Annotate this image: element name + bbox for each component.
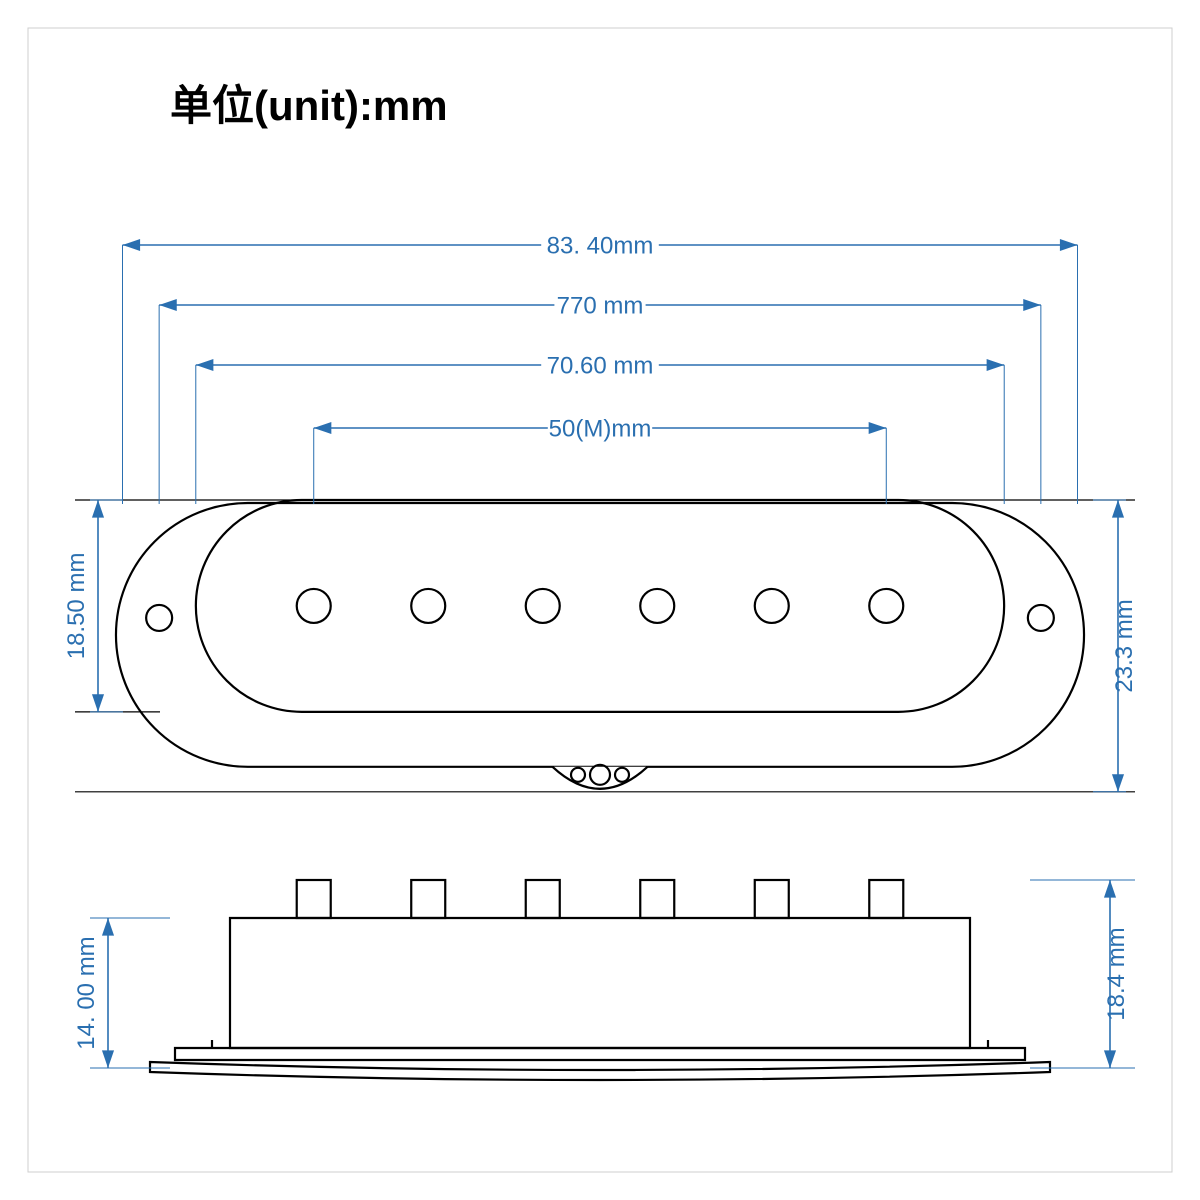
svg-text:50(M)mm: 50(M)mm xyxy=(549,415,652,442)
pole-piece xyxy=(297,589,331,623)
unit-title: 单位(unit):mm xyxy=(170,82,448,129)
pole-piece xyxy=(869,589,903,623)
svg-text:23.3 mm: 23.3 mm xyxy=(1111,599,1138,692)
svg-text:70.60 mm: 70.60 mm xyxy=(547,352,654,379)
side-pole xyxy=(869,880,903,918)
pole-piece xyxy=(755,589,789,623)
side-flange xyxy=(175,1048,1025,1060)
pole-piece xyxy=(640,589,674,623)
svg-text:18.4 mm: 18.4 mm xyxy=(1103,927,1130,1020)
side-base-plate xyxy=(150,1062,1050,1080)
svg-text:770 mm: 770 mm xyxy=(557,292,644,319)
side-pole xyxy=(411,880,445,918)
base-plate xyxy=(116,503,1084,767)
pole-piece xyxy=(526,589,560,623)
side-pole xyxy=(755,880,789,918)
svg-text:18.50 mm: 18.50 mm xyxy=(63,553,90,660)
svg-text:83. 40mm: 83. 40mm xyxy=(547,232,654,259)
screw-hole xyxy=(146,605,172,631)
svg-text:14. 00 mm: 14. 00 mm xyxy=(73,936,100,1049)
pole-piece xyxy=(411,589,445,623)
screw-hole xyxy=(1028,605,1054,631)
page-frame xyxy=(28,28,1172,1172)
side-pole xyxy=(640,880,674,918)
side-cover xyxy=(230,918,970,1048)
side-pole xyxy=(526,880,560,918)
pickup-cover xyxy=(196,500,1004,712)
side-pole xyxy=(297,880,331,918)
